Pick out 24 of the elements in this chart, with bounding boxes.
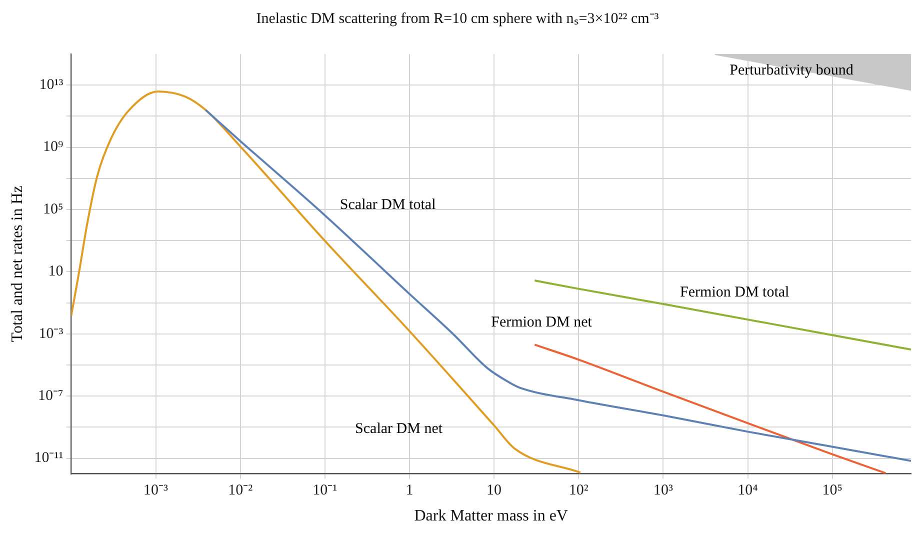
series-label: Perturbativity bound bbox=[730, 62, 854, 78]
x-axis-title: Dark Matter mass in eV bbox=[414, 508, 568, 525]
y-tick-label: 10⁻⁷ bbox=[38, 388, 64, 404]
x-tick-label: 10⁻³ bbox=[144, 482, 169, 499]
y-axis-title: Total and net rates in Hz bbox=[8, 186, 26, 342]
series-label: Scalar DM total bbox=[340, 197, 436, 214]
y-tick-label: 10 bbox=[48, 264, 64, 280]
y-tick-label: 10¹³ bbox=[39, 77, 64, 94]
y-tick-label: 10⁵ bbox=[42, 201, 64, 218]
x-tick-label: 10⁴ bbox=[738, 482, 758, 499]
series-label: Fermion DM net bbox=[491, 314, 593, 331]
series-label: Fermion DM total bbox=[680, 284, 790, 300]
text: Scalar DM net bbox=[355, 421, 444, 438]
x-tick-label: 10 bbox=[486, 482, 502, 499]
x-tick-label: 10⁻¹ bbox=[312, 482, 338, 499]
x-tick-label: 10³ bbox=[653, 482, 674, 499]
x-tick-label: 10⁵ bbox=[822, 482, 842, 499]
x-tick-label: 1 bbox=[406, 482, 414, 499]
y-tick-label: 10⁻³ bbox=[38, 326, 64, 342]
chart-title: Inelastic DM scattering from R=10 cm sphere with nₛ=3×10²² cm⁻³ bbox=[256, 10, 660, 27]
y-tick-label: 10⁻¹¹ bbox=[34, 450, 64, 466]
x-tick-label: 10² bbox=[568, 482, 589, 499]
x-tick-label: 10⁻² bbox=[228, 482, 254, 499]
y-tick-label: 10⁹ bbox=[42, 139, 64, 156]
